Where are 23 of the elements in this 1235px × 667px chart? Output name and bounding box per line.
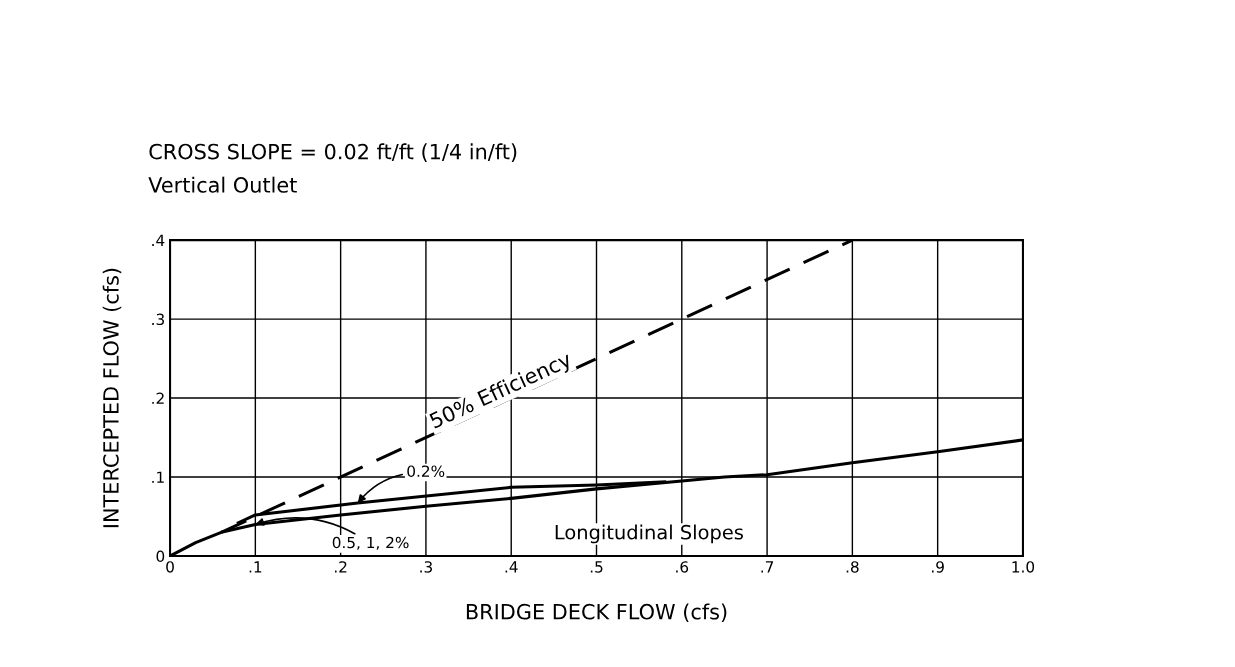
annotation: Longitudinal Slopes	[555, 524, 743, 544]
series-label: 0.2%	[407, 465, 445, 477]
x-tick-label: .1	[249, 561, 262, 573]
y-tick-label: .3	[152, 313, 164, 326]
chart-subtitle: Vertical Outlet	[148, 176, 297, 193]
x-tick-label: .7	[761, 561, 774, 573]
x-tick-label: .9	[932, 561, 944, 573]
x-tick-label: .8	[846, 561, 859, 573]
x-axis-title: BRIDGE DECK FLOW (cfs)	[466, 603, 727, 623]
x-tick-label: 1.0	[1012, 561, 1035, 573]
x-tick-label: .6	[676, 561, 689, 573]
y-tick-label: .1	[152, 471, 164, 483]
x-tick-label: .3	[420, 561, 432, 573]
y-tick-label: .4	[152, 234, 165, 246]
y-tick-label: 0	[156, 550, 165, 563]
x-tick-label: 0	[166, 561, 174, 573]
y-tick-label: .2	[152, 392, 164, 404]
y-axis-title: INTERCEPTED FLOW (cfs)	[102, 268, 122, 528]
x-tick-label: .5	[590, 561, 603, 573]
chart-title: CROSS SLOPE = 0.02 ft/ft (1/4 in/ft)	[149, 143, 517, 162]
series-label: 0.5, 1, 2%	[332, 536, 409, 550]
x-tick-label: .4	[505, 561, 518, 573]
x-tick-label: .2	[334, 561, 347, 573]
